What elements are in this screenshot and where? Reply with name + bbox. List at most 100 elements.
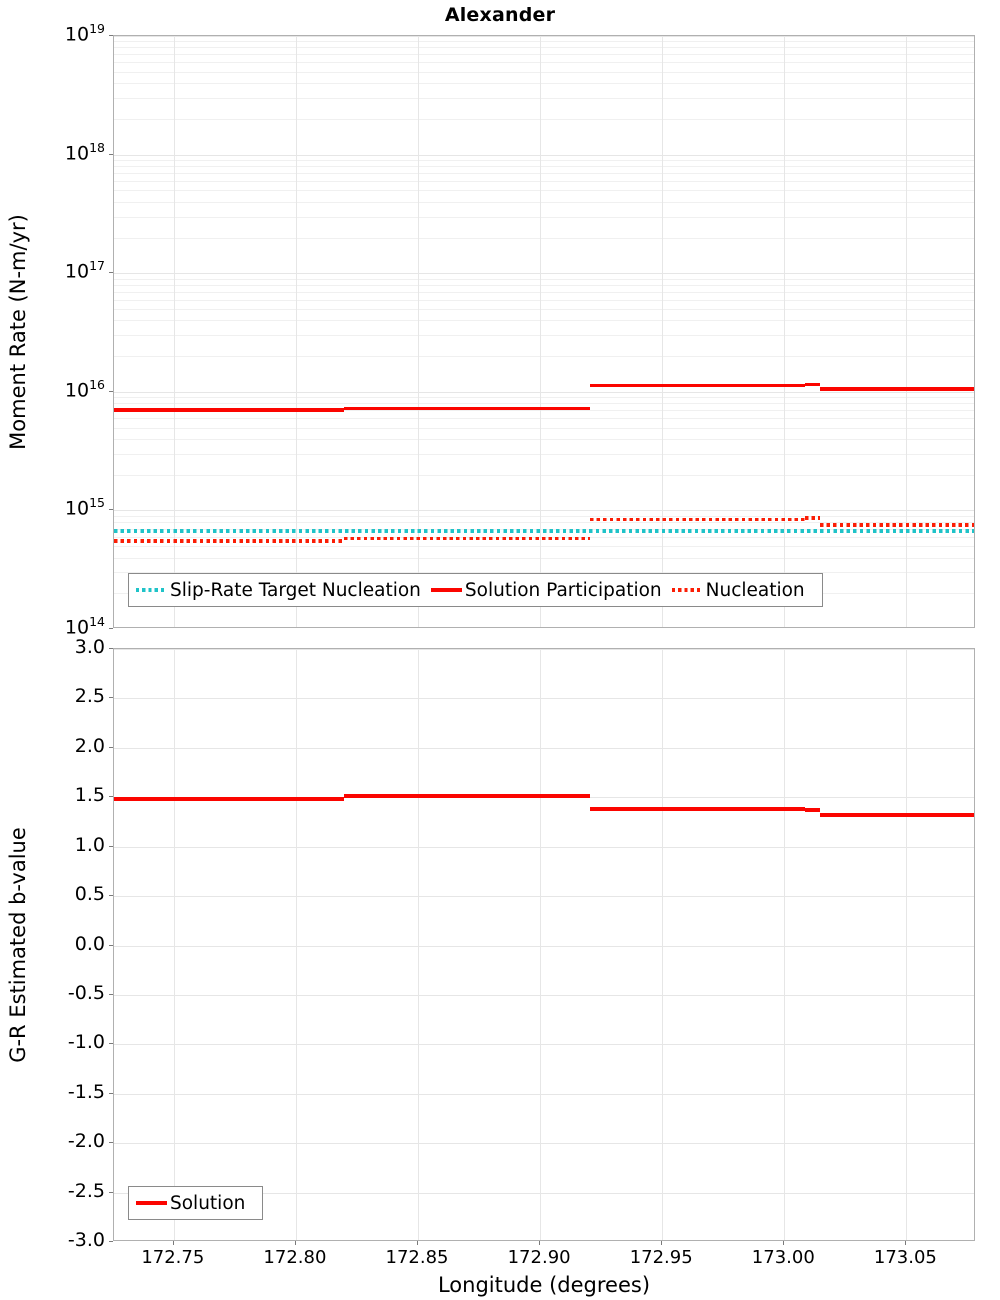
- bottom-y-tick-label: 3.0: [74, 636, 105, 658]
- bvalue-segment-0: [114, 797, 344, 801]
- series-segment-1-4: [819, 387, 974, 391]
- legend-label: Solution: [170, 1192, 246, 1214]
- gridline-minor: [114, 291, 974, 293]
- gridline-minor: [114, 418, 974, 420]
- gridline-minor: [114, 546, 974, 548]
- gridline-major: [114, 391, 974, 393]
- gridline-major: [114, 510, 974, 512]
- bottom-y-tick-label: -0.5: [67, 981, 105, 1004]
- gridline-minor: [114, 166, 974, 168]
- gridline-minor: [114, 160, 974, 162]
- bottom-y-tickmark: [109, 1191, 113, 1193]
- bottom-y-tick-label: 1.0: [74, 833, 105, 856]
- bottom-y-tick-label: -2.0: [67, 1130, 105, 1153]
- series-segment-2-2: [590, 517, 806, 522]
- bottom-y-tick-label: 0.5: [74, 883, 105, 906]
- gridline-major: [114, 154, 974, 156]
- bottom-y-tick-label: 0.0: [74, 932, 105, 955]
- top-y-tick-label: 1019: [64, 21, 105, 46]
- bottom-y-tick-label: -1.0: [67, 1031, 105, 1054]
- top-y-tick-label: 1018: [64, 139, 105, 164]
- gridline-minor: [114, 47, 974, 49]
- series-segment-1-3: [805, 382, 820, 387]
- gridline-major: [114, 698, 974, 700]
- top-y-tick-label: 1017: [64, 258, 105, 283]
- legend-line-swatch-icon: [136, 1201, 167, 1205]
- gridline-major: [114, 945, 974, 947]
- bottom-y-tick-label: 2.0: [74, 734, 105, 757]
- top-y-tickmark: [109, 35, 113, 36]
- gridline-major: [114, 1143, 974, 1145]
- legend-item-0[interactable]: Slip-Rate Target Nucleation: [136, 580, 431, 601]
- x-tickmark: [539, 1241, 541, 1245]
- top-y-tickmark: [109, 390, 113, 392]
- bottom-y-tickmark: [109, 845, 113, 847]
- figure-title: Alexander: [444, 4, 556, 26]
- gridline-major: [114, 649, 974, 650]
- gridline-major: [114, 896, 974, 898]
- top-y-tickmark: [109, 628, 113, 629]
- bottom-plot-legend[interactable]: Solution: [128, 1186, 264, 1220]
- gridline-major: [114, 994, 974, 996]
- gridline-vertical: [173, 36, 175, 627]
- gridline-minor: [114, 98, 974, 99]
- bvalue-segment-1: [343, 794, 591, 798]
- gridline-minor: [114, 41, 974, 43]
- gridline-major: [114, 1192, 974, 1194]
- x-tickmark: [172, 1241, 174, 1245]
- moment-rate-plot: [113, 35, 975, 628]
- gridline-major: [114, 747, 974, 749]
- x-tick-label: 172.85: [385, 1247, 449, 1268]
- gridline-vertical: [906, 36, 908, 627]
- legend-item-1[interactable]: Solution Participation: [430, 579, 672, 601]
- top-y-tickmark: [109, 153, 113, 155]
- top-y-tick-label: 1014: [64, 614, 105, 639]
- gridline-vertical: [540, 649, 542, 1240]
- gridline-minor: [114, 278, 974, 280]
- legend-label: Slip-Rate Target Nucleation: [170, 579, 421, 601]
- series-segment-2-0: [114, 539, 344, 543]
- top-panel-y-axis-label: Moment Rate (N-m/yr): [6, 213, 30, 450]
- gridline-minor: [114, 237, 974, 239]
- gridline-minor: [114, 216, 974, 218]
- bottom-y-tick-label: -2.5: [67, 1179, 105, 1202]
- bottom-y-tickmark: [109, 746, 113, 748]
- bottom-y-tick-label: 1.5: [74, 784, 105, 807]
- bottom-y-tick-label: 2.5: [74, 685, 105, 708]
- gridline-minor: [114, 397, 974, 399]
- gridline-vertical: [540, 36, 542, 627]
- gridline-minor: [114, 284, 974, 286]
- gridline-minor: [114, 201, 974, 203]
- x-tickmark: [905, 1241, 907, 1245]
- x-tickmark: [294, 1241, 296, 1245]
- gridline-major: [114, 273, 974, 275]
- gridline-minor: [114, 403, 974, 405]
- legend-item-0[interactable]: Solution: [136, 1193, 255, 1214]
- top-y-tickmark: [109, 272, 113, 274]
- x-tick-label: 173.05: [873, 1247, 937, 1268]
- gridline-minor: [114, 83, 974, 85]
- gridline-vertical: [418, 36, 420, 627]
- gridline-minor: [114, 474, 974, 476]
- bottom-y-tickmark: [109, 1092, 113, 1094]
- gridline-minor: [114, 557, 974, 559]
- x-tickmark: [783, 1241, 785, 1245]
- bottom-y-tickmark: [109, 895, 113, 897]
- gridline-minor: [114, 515, 974, 517]
- legend-label: Solution Participation: [464, 579, 662, 601]
- x-tick-label: 172.95: [629, 1247, 693, 1268]
- legend-line-swatch-icon: [671, 588, 703, 592]
- gridline-minor: [114, 320, 974, 322]
- legend-item-2[interactable]: Nucleation: [671, 580, 815, 601]
- bottom-y-tickmark: [109, 648, 113, 649]
- x-axis-label: Longitude (degrees): [437, 1273, 651, 1297]
- gridline-minor: [114, 521, 974, 523]
- gridline-minor: [114, 427, 974, 429]
- gridline-vertical: [784, 649, 786, 1240]
- top-plot-legend[interactable]: Slip-Rate Target Nucleation Solution Part…: [128, 573, 823, 607]
- gridline-minor: [114, 71, 974, 73]
- gridline-minor: [114, 62, 974, 64]
- bottom-y-tickmark: [109, 993, 113, 995]
- series-segment-1-0: [114, 408, 344, 412]
